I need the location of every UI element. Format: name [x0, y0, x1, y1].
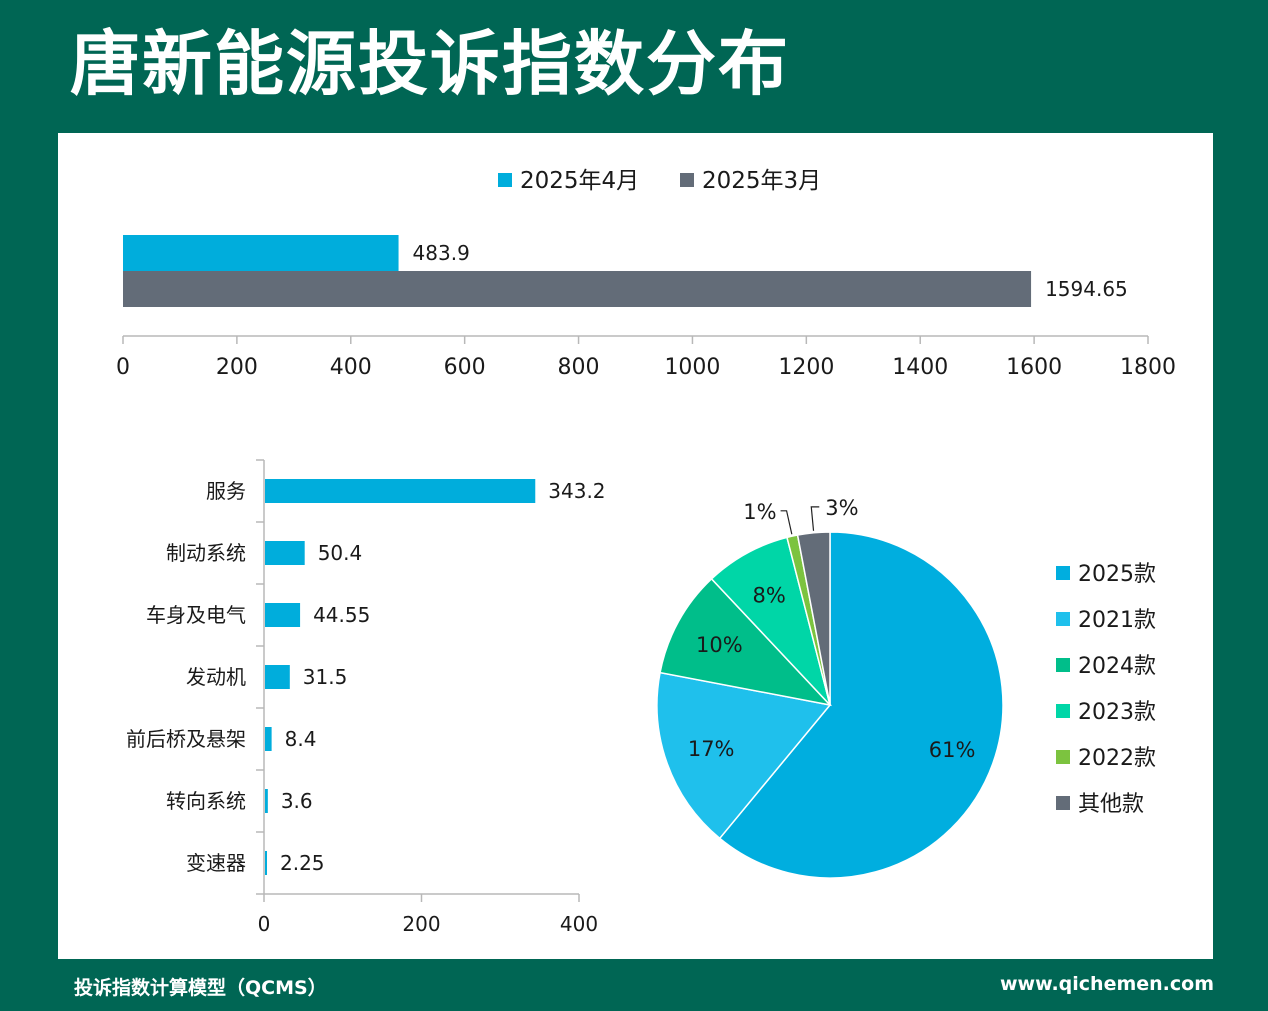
- pie-slice-label: 17%: [688, 737, 735, 761]
- category-value-label: 44.55: [313, 603, 370, 627]
- pie-legend-label: 2023款: [1078, 700, 1156, 725]
- chart-panel: 2025年4月 2025年3月 483.9 1594.65 0 200 400 600…: [58, 133, 1213, 959]
- top-x-tick-label: 0: [116, 355, 130, 380]
- category-label: 制动系统: [166, 541, 246, 565]
- pie-legend-swatch: [1056, 612, 1070, 626]
- pie-legend-swatch: [1056, 704, 1070, 718]
- pie-slice: [718, 531, 1004, 879]
- pie-legend-label: 2024款: [1078, 654, 1156, 679]
- category-x-tick-label: 200: [402, 912, 440, 936]
- footer-model-name: 投诉指数计算模型（QCMS）: [74, 977, 327, 999]
- legend-swatch-apr: [498, 173, 512, 187]
- category-value-label: 343.2: [548, 479, 605, 503]
- pie-legend-swatch: [1056, 566, 1070, 580]
- category-bar: [265, 727, 272, 751]
- category-bar: [265, 541, 305, 565]
- pie-slice: [659, 577, 833, 707]
- category-bar-chart: 服务 343.2 制动系统 50.4 车身及电气 44.55 发动机 31.5 前后桥及悬架 8.…: [126, 459, 606, 936]
- top-chart-bars: 483.9 1594.65: [123, 235, 1128, 307]
- pie-chart: 61% 17% 10% 8% 1% 3%: [656, 496, 1004, 879]
- pie-slice-label: 1%: [743, 500, 776, 524]
- category-value-label: 31.5: [303, 665, 348, 689]
- category-value-label: 2.25: [280, 851, 325, 875]
- pie-legend-swatch: [1056, 658, 1070, 672]
- category-x-tick-label: 400: [560, 912, 598, 936]
- page-title: 唐新能源投诉指数分布: [70, 23, 790, 105]
- category-value-label: 50.4: [318, 541, 363, 565]
- category-bar: [265, 851, 267, 875]
- category-bar: [265, 479, 536, 503]
- pie-leader-line: [780, 510, 793, 535]
- pie-legend-label: 2025款: [1078, 562, 1156, 587]
- pie-legend-swatch: [1056, 796, 1070, 810]
- footer-website-link[interactable]: www.qichemen.com: [1000, 973, 1214, 995]
- top-chart-x-axis: 0 200 400 600 800 1000 1200 1400 1600 1800: [116, 335, 1176, 380]
- pie-slice: [796, 531, 831, 706]
- top-x-tick-label: 1800: [1120, 355, 1176, 380]
- top-x-tick-label: 600: [444, 355, 486, 380]
- pie-legend-label: 其他款: [1078, 792, 1144, 817]
- pie-leader-line: [810, 506, 820, 531]
- legend-label-mar: 2025年3月: [702, 168, 821, 194]
- bar-mar: [123, 271, 1032, 307]
- pie-legend-label: 2022款: [1078, 746, 1156, 771]
- legend-label-apr: 2025年4月: [520, 168, 639, 194]
- category-x-tick-label: 0: [258, 912, 271, 936]
- top-x-tick-label: 1000: [664, 355, 720, 380]
- top-x-tick-label: 200: [216, 355, 258, 380]
- category-bar: [265, 665, 290, 689]
- bar-value-label-mar: 1594.65: [1045, 277, 1128, 301]
- pie-legend-label: 2021款: [1078, 608, 1156, 633]
- category-label: 发动机: [186, 665, 246, 689]
- category-value-label: 3.6: [281, 789, 313, 813]
- top-x-tick-label: 1200: [778, 355, 834, 380]
- bar-value-label-apr: 483.9: [413, 241, 470, 265]
- legend-swatch-mar: [680, 173, 694, 187]
- pie-slice-label: 3%: [825, 496, 858, 520]
- charts-svg: 2025年4月 2025年3月 483.9 1594.65 0 200 400 600…: [116, 168, 1176, 936]
- category-label: 服务: [206, 479, 246, 503]
- category-label: 前后桥及悬架: [126, 727, 246, 751]
- pie-slice-label: 8%: [752, 583, 785, 607]
- top-x-tick-label: 1400: [892, 355, 948, 380]
- bar-apr: [123, 235, 399, 271]
- category-bar: [265, 603, 301, 627]
- category-label: 变速器: [186, 851, 246, 875]
- category-bar: [265, 789, 268, 813]
- pie-slice: [656, 671, 832, 840]
- pie-slice-label: 61%: [929, 738, 976, 762]
- top-x-tick-label: 800: [558, 355, 600, 380]
- top-x-tick-label: 400: [330, 355, 372, 380]
- pie-slice-label: 10%: [696, 633, 743, 657]
- pie-legend-swatch: [1056, 750, 1070, 764]
- category-value-label: 8.4: [285, 727, 317, 751]
- top-chart-legend: 2025年4月 2025年3月: [498, 168, 821, 194]
- top-x-tick-label: 1600: [1006, 355, 1062, 380]
- category-label: 车身及电气: [146, 603, 246, 627]
- category-label: 转向系统: [166, 789, 246, 813]
